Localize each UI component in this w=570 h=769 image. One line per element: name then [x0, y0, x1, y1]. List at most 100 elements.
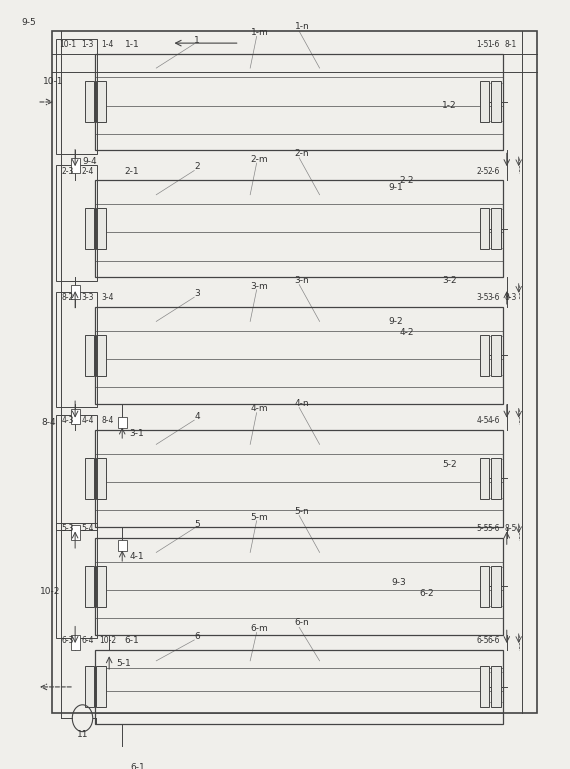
Text: 3-m: 3-m: [251, 281, 268, 291]
Text: 4-n: 4-n: [295, 398, 310, 408]
Text: 6-3: 6-3: [62, 636, 74, 645]
Text: 9-2: 9-2: [388, 318, 403, 326]
Bar: [95, 430, 503, 527]
Text: 9-4: 9-4: [83, 157, 97, 166]
Bar: [56, 415, 97, 531]
Text: 10-1: 10-1: [43, 77, 63, 85]
Text: 5-1: 5-1: [116, 658, 131, 667]
Text: 2-5: 2-5: [476, 167, 488, 176]
Text: 4-m: 4-m: [251, 404, 268, 414]
Text: 5-4: 5-4: [82, 524, 94, 534]
Text: 4: 4: [194, 412, 200, 421]
Bar: [96, 335, 106, 376]
Bar: [479, 667, 489, 707]
Text: 6-4: 6-4: [82, 636, 94, 645]
Bar: [85, 667, 95, 707]
Bar: [491, 208, 500, 249]
Bar: [479, 566, 489, 607]
Text: 8-4: 8-4: [41, 418, 56, 427]
Bar: [85, 208, 95, 249]
Bar: [85, 82, 95, 122]
Text: 2: 2: [194, 162, 200, 171]
Text: 3: 3: [194, 289, 200, 298]
Bar: [52, 32, 538, 713]
Bar: [71, 525, 80, 540]
Text: 9-5: 9-5: [21, 18, 36, 27]
Bar: [491, 667, 500, 707]
Bar: [95, 650, 503, 724]
Text: 3-4: 3-4: [101, 294, 113, 302]
Bar: [479, 208, 489, 249]
Bar: [56, 165, 97, 281]
Bar: [71, 285, 80, 299]
Text: 5-3: 5-3: [62, 524, 74, 534]
Bar: [95, 54, 503, 151]
Text: 1: 1: [194, 35, 200, 45]
Bar: [96, 208, 106, 249]
Text: 3-2: 3-2: [442, 276, 457, 285]
Bar: [95, 307, 503, 404]
Text: 2-6: 2-6: [487, 167, 500, 176]
Text: 5-5: 5-5: [476, 524, 488, 534]
Text: 2-3: 2-3: [62, 167, 74, 176]
Text: 2-2: 2-2: [400, 176, 414, 185]
Text: 1-3: 1-3: [82, 40, 94, 49]
Bar: [71, 409, 80, 424]
Bar: [491, 458, 500, 499]
Text: 8-1: 8-1: [504, 40, 517, 49]
Bar: [56, 292, 97, 408]
Bar: [71, 158, 80, 173]
Bar: [479, 458, 489, 499]
Text: 2-4: 2-4: [82, 167, 94, 176]
Text: 1-5: 1-5: [476, 40, 488, 49]
Text: 2-1: 2-1: [124, 167, 139, 176]
Text: 6-m: 6-m: [251, 624, 268, 634]
Text: 4-3: 4-3: [62, 416, 74, 425]
Text: 1-1: 1-1: [124, 40, 139, 49]
Text: 5-2: 5-2: [442, 461, 457, 469]
Text: 3-6: 3-6: [487, 294, 500, 302]
Text: 4-6: 4-6: [487, 416, 500, 425]
Text: 5-6: 5-6: [487, 524, 500, 534]
Text: 11: 11: [77, 730, 88, 739]
Text: 6: 6: [194, 632, 200, 641]
Text: 4-2: 4-2: [400, 328, 414, 338]
Text: 4-4: 4-4: [82, 416, 94, 425]
Bar: [56, 38, 97, 154]
Bar: [479, 82, 489, 122]
Text: 3-n: 3-n: [295, 275, 310, 285]
Bar: [95, 538, 503, 634]
Bar: [117, 417, 127, 428]
Text: 6-1: 6-1: [124, 636, 139, 645]
Bar: [117, 540, 127, 551]
Text: 1-n: 1-n: [295, 22, 310, 32]
Text: 8-2: 8-2: [62, 294, 74, 302]
Text: 8-4: 8-4: [101, 416, 113, 425]
Bar: [96, 458, 106, 499]
Bar: [96, 566, 106, 607]
Bar: [85, 335, 95, 376]
Bar: [85, 566, 95, 607]
Text: 3-3: 3-3: [82, 294, 94, 302]
Bar: [56, 523, 97, 638]
Text: 2-n: 2-n: [295, 149, 310, 158]
Text: 9-1: 9-1: [388, 183, 403, 192]
Text: 1-6: 1-6: [487, 40, 500, 49]
Text: 2-m: 2-m: [251, 155, 268, 164]
Text: 5: 5: [194, 520, 200, 529]
Text: 5-n: 5-n: [295, 507, 310, 515]
Text: 1-4: 1-4: [101, 40, 113, 49]
Bar: [85, 458, 95, 499]
Text: 6-2: 6-2: [420, 589, 434, 598]
Text: 6-6: 6-6: [487, 636, 500, 645]
Bar: [479, 335, 489, 376]
Bar: [96, 82, 106, 122]
Bar: [491, 82, 500, 122]
Bar: [95, 180, 503, 277]
Text: 4-1: 4-1: [129, 552, 144, 561]
Text: 6-1: 6-1: [131, 763, 145, 769]
Bar: [96, 667, 106, 707]
Text: 3-5: 3-5: [476, 294, 488, 302]
Text: 10-1: 10-1: [59, 40, 76, 49]
Text: 1-2: 1-2: [442, 102, 457, 110]
